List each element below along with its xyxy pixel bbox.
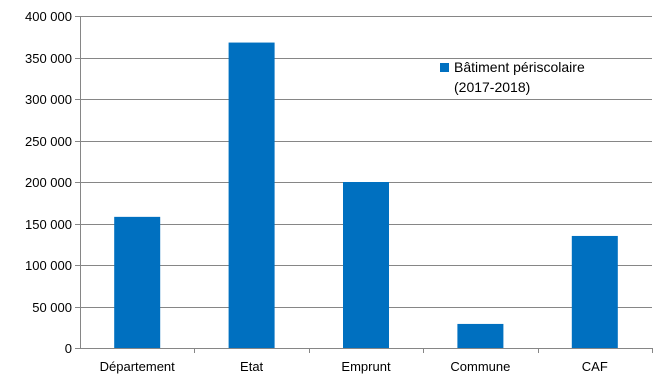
y-tick-label: 300 000: [25, 92, 72, 107]
axes: [75, 16, 653, 353]
x-tick-label: Commune: [450, 359, 510, 374]
y-tick-label: 400 000: [25, 9, 72, 24]
y-tick-label: 50 000: [32, 300, 72, 315]
y-tick-label: 150 000: [25, 217, 72, 232]
y-tick-label: 200 000: [25, 175, 72, 190]
y-tick-label: 250 000: [25, 134, 72, 149]
y-tick-label: 350 000: [25, 51, 72, 66]
legend-label: Bâtiment périscolaire (2017-2018): [454, 59, 589, 95]
x-tick-label: CAF: [582, 359, 608, 374]
bar-d-partement: [114, 216, 161, 348]
legend-label-line-1: Bâtiment périscolaire: [454, 59, 585, 75]
bar-commune: [457, 323, 504, 348]
legend: Bâtiment périscolaire (2017-2018): [440, 59, 589, 95]
legend-swatch: [440, 63, 449, 72]
bar-emprunt: [343, 182, 389, 348]
x-tick-label: Etat: [240, 359, 264, 374]
bar-caf: [571, 235, 618, 348]
x-tick-label: Emprunt: [341, 359, 391, 374]
bars: [114, 42, 618, 349]
y-tick-labels: 0 50 000 100 000 150 000 200 000 250 000 300 0…: [25, 9, 72, 356]
bar-etat: [228, 42, 275, 349]
y-tick-label: 0: [65, 341, 72, 356]
x-tick-label: Département: [100, 359, 176, 374]
y-tick-label: 100 000: [25, 258, 72, 273]
x-tick-labels: Département Etat Emprunt Commune CAF: [100, 359, 608, 374]
legend-label-line-2: (2017-2018): [454, 79, 530, 95]
